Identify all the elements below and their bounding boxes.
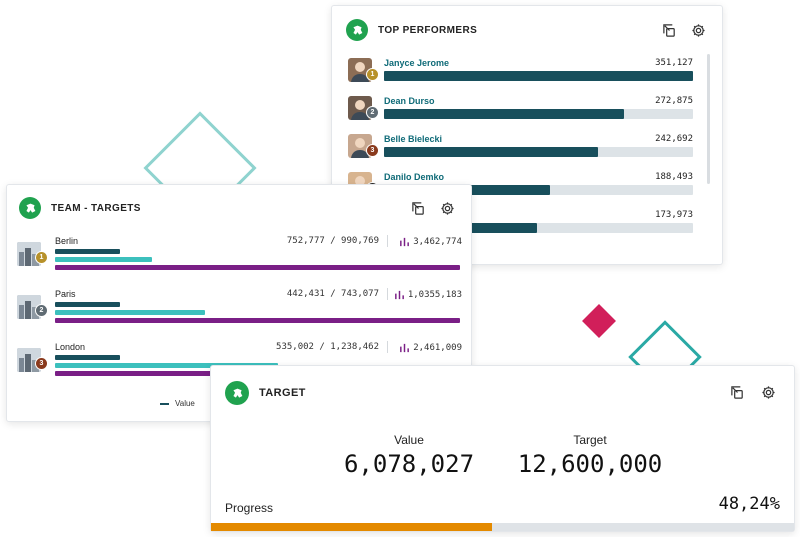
performer-bar-track [384, 109, 693, 119]
rank-badge: 1 [35, 251, 48, 264]
value-bar [55, 302, 120, 307]
rank-badge: 3 [35, 357, 48, 370]
total-value: 1,0355,183 [394, 289, 462, 300]
performer-bar-fill [384, 147, 598, 157]
target-bar [55, 363, 278, 368]
performer-value: 188,493 [655, 172, 693, 182]
performer-bar-fill [384, 109, 625, 119]
performer-name[interactable]: Dean Durso [384, 96, 435, 106]
total-value: 2,461,009 [399, 342, 462, 353]
team-targets-title: TEAM - TARGETS [51, 202, 141, 214]
value-bar [55, 249, 120, 254]
progress-label: Progress [225, 501, 274, 515]
rank-badge: 1 [366, 68, 379, 81]
top-performers-tools [662, 23, 706, 38]
trend-bars-icon [394, 290, 404, 300]
gear-icon[interactable] [761, 385, 776, 400]
performer-row[interactable]: 2 Dean Durso 272,875 [348, 96, 693, 126]
decorative-diamond-red [582, 304, 616, 338]
total-value-text: 3,462,774 [413, 236, 462, 247]
gear-icon[interactable] [691, 23, 706, 38]
external-window-icon[interactable] [411, 201, 426, 216]
value-target-ratio: 535,002 / 1,238,462 [276, 342, 379, 352]
total-bar [55, 265, 460, 270]
performer-name[interactable]: Belle Bielecki [384, 134, 443, 144]
rank-badge: 2 [35, 304, 48, 317]
team-targets-header: TEAM - TARGETS [19, 197, 141, 219]
total-value: 3,462,774 [399, 236, 462, 247]
rank-badge: 2 [366, 106, 379, 119]
performer-row[interactable]: 1 Janyce Jerome 351,127 [348, 58, 693, 88]
city-name: London [55, 342, 86, 352]
top-performers-title: TOP PERFORMERS [378, 24, 478, 36]
performer-bar-track [384, 147, 693, 157]
value-target-ratio: 442,431 / 743,077 [286, 289, 379, 299]
app-logo-icon [19, 197, 41, 219]
divider [387, 288, 388, 300]
target-tools [730, 385, 776, 400]
gear-icon[interactable] [440, 201, 455, 216]
app-logo-icon [225, 381, 249, 405]
divider [387, 235, 388, 247]
city-name: Paris [55, 289, 76, 299]
target-value-label: Value [394, 433, 424, 447]
target-header: TARGET [225, 381, 306, 405]
progress-fill [211, 523, 493, 531]
legend-value-swatch [160, 402, 169, 405]
performer-row[interactable]: 3 Belle Bielecki 242,692 [348, 134, 693, 164]
team-targets-legend: Value [160, 399, 195, 408]
target-card: TARGET Value 6,078,027 Target 12,600,000… [210, 365, 795, 532]
performer-name[interactable]: Danilo Demko [384, 172, 445, 182]
performer-name[interactable]: Janyce Jerome [384, 58, 450, 68]
team-row[interactable]: 1 Berlin 752,777 / 990,769 3,462,774 [17, 235, 462, 284]
app-logo-icon [346, 19, 368, 41]
legend-value-label: Value [175, 399, 195, 408]
performer-value: 351,127 [655, 58, 693, 68]
target-title: TARGET [259, 387, 306, 399]
total-bar [55, 318, 460, 323]
team-row[interactable]: 2 Paris 442,431 / 743,077 1,0355,183 [17, 288, 462, 337]
total-value-text: 1,0355,183 [407, 289, 462, 300]
target-target-label: Target [573, 433, 607, 447]
total-value-text: 2,461,009 [413, 342, 462, 353]
performer-bar-fill [384, 71, 693, 81]
target-bar [55, 257, 153, 262]
trend-bars-icon [400, 237, 410, 247]
value-bar [55, 355, 120, 360]
target-target-value: 12,600,000 [517, 450, 663, 478]
value-target-ratio: 752,777 / 990,769 [286, 236, 379, 246]
team-targets-tools [411, 201, 455, 216]
performer-value: 173,973 [655, 210, 693, 220]
rank-badge: 3 [366, 144, 379, 157]
progress-value: 48,24% [718, 494, 780, 514]
city-name: Berlin [55, 236, 79, 246]
external-window-icon[interactable] [662, 23, 677, 38]
external-window-icon[interactable] [730, 385, 745, 400]
target-bar [55, 310, 205, 315]
performer-value: 272,875 [655, 96, 693, 106]
target-value: 6,078,027 [343, 450, 475, 478]
performer-bar-track [384, 71, 693, 81]
progress-track [211, 523, 794, 531]
top-performers-scrollbar[interactable] [707, 54, 710, 184]
top-performers-header: TOP PERFORMERS [346, 19, 477, 41]
trend-bars-icon [400, 343, 410, 353]
performer-value: 242,692 [655, 134, 693, 144]
divider [387, 341, 388, 353]
